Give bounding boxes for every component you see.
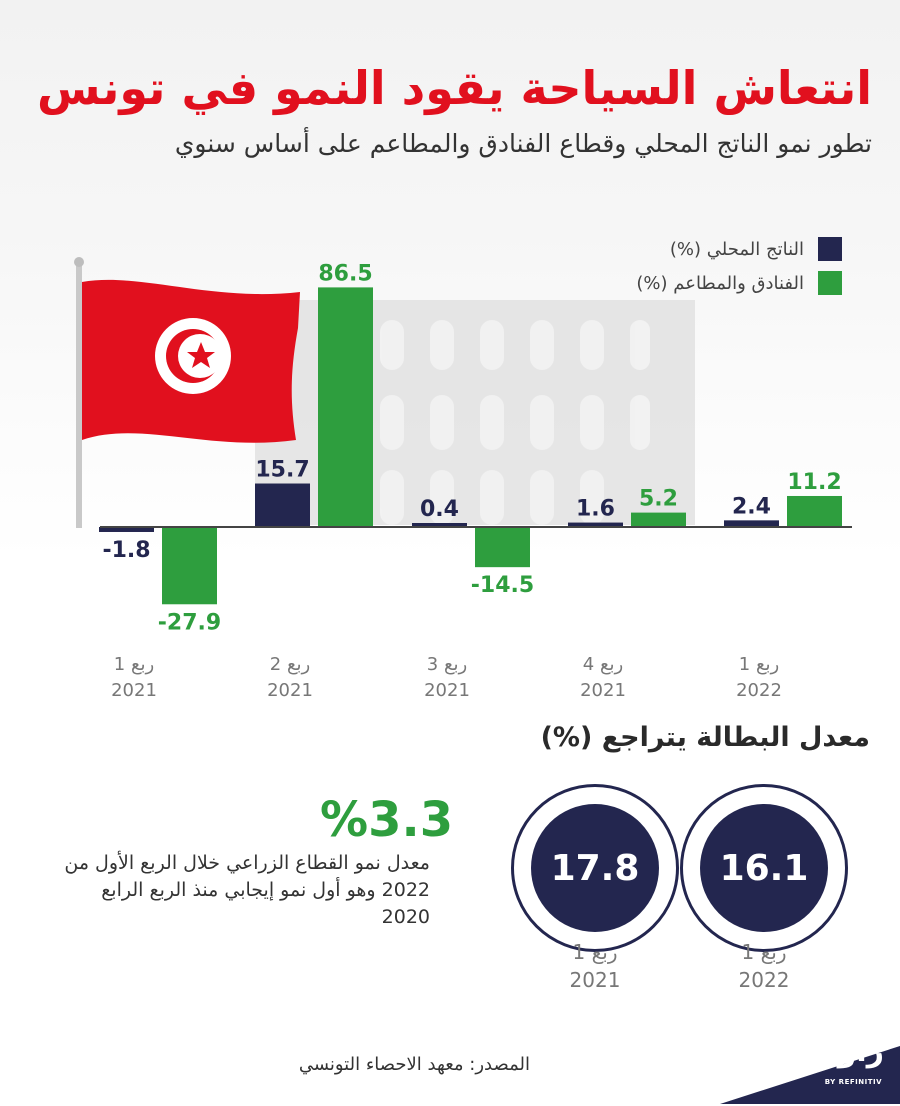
amphitheatre-arches (380, 320, 650, 525)
unemployment-label-2021-quarter: ربع 1 (572, 940, 618, 964)
x-tick-label-3-0: ربع 4 (583, 654, 623, 675)
chart-bars: -1.8 15.7 0.4 1.6 2.4 -27.9 86.5 -14.5 5.2 11.2 (99, 261, 842, 635)
bar-hotels-0 (162, 527, 217, 605)
unemployment-value-2021: 17.8 (531, 804, 659, 932)
unemployment-label-2021: ربع 1 2021 (511, 938, 679, 994)
bar-hotels-3 (631, 512, 686, 527)
unemployment-circle-2022: 16.1 (680, 784, 848, 952)
bar-hotels-4 (787, 495, 842, 527)
data-label-gdp-3: 1.6 (576, 497, 615, 522)
logo-text: زاوية (808, 1034, 884, 1069)
bar-gdp-4 (724, 520, 779, 527)
data-label-hotels-1: 86.5 (318, 261, 372, 286)
bar-hotels-2 (475, 527, 530, 568)
source-note: المصدر: معهد الاحصاء التونسي (298, 1054, 530, 1075)
data-label-gdp-0: -1.8 (102, 538, 150, 563)
x-axis-ticks: ربع 1 2021 ربع 2 2021 ربع 3 2021 ربع 4 2021 ربع … (111, 654, 782, 701)
flag-pole (76, 260, 82, 528)
bar-gdp-1 (255, 483, 310, 527)
x-tick-label-1-0: ربع 2 (270, 654, 310, 675)
unemployment-label-2022-quarter: ربع 1 (741, 940, 787, 964)
legend-item-gdp: الناتج المحلي (%) (542, 232, 842, 266)
flag-illustration (74, 257, 695, 528)
x-tick-label-3-1: 2021 (580, 680, 626, 701)
agriculture-growth-text: معدل نمو القطاع الزراعي خلال الربع الأول… (64, 852, 430, 928)
unemployment-label-2022-year: 2022 (738, 968, 790, 992)
bar-gdp-2 (412, 523, 467, 527)
bar-gdp-3 (568, 522, 623, 527)
data-label-hotels-4: 11.2 (787, 470, 841, 495)
chart-legend: الناتج المحلي (%) الفنادق والمطاعم (%) (542, 232, 842, 300)
x-tick-label-4-1: 2022 (736, 680, 782, 701)
unemployment-circle-2021: 17.8 (511, 784, 679, 952)
unemployment-title: معدل البطالة يتراجع (%) (540, 722, 870, 753)
legend-swatch-hotels (818, 271, 842, 295)
legend-swatch-gdp (818, 237, 842, 261)
data-label-gdp-1: 15.7 (255, 458, 309, 483)
data-label-gdp-4: 2.4 (732, 494, 771, 519)
x-tick-label-4-0: ربع 1 (739, 654, 779, 675)
page-subtitle: تطور نمو الناتج المحلي وقطاع الفنادق وال… (174, 129, 872, 158)
legend-label-hotels: الفنادق والمطاعم (%) (636, 272, 804, 294)
unemployment-value-2022: 16.1 (700, 804, 828, 932)
x-tick-label-2-0: ربع 3 (427, 654, 467, 675)
unemployment-label-2021-year: 2021 (569, 968, 621, 992)
x-tick-label-0-0: ربع 1 (114, 654, 154, 675)
bar-chart: -1.8 15.7 0.4 1.6 2.4 -27.9 86.5 -14.5 5.2 11.2 ر… (74, 257, 852, 701)
logo-wedge (720, 1046, 900, 1104)
flag-star-icon (187, 342, 215, 368)
data-label-hotels-3: 5.2 (639, 487, 678, 512)
x-tick-label-2-1: 2021 (424, 680, 470, 701)
bar-gdp-0 (99, 527, 154, 532)
zawya-logo: زاوية BY REFINITIV (712, 1030, 900, 1106)
x-tick-label-1-1: 2021 (267, 680, 313, 701)
logo-subtext: BY REFINITIV (824, 1078, 882, 1086)
page-title: انتعاش السياحة يقود النمو في تونس (37, 61, 872, 115)
legend-item-hotels: الفنادق والمطاعم (%) (542, 266, 842, 300)
flag-pole-top (74, 257, 84, 267)
data-label-hotels-0: -27.9 (158, 610, 221, 635)
bar-hotels-1 (318, 287, 373, 527)
unemployment-label-2022: ربع 1 2022 (680, 938, 848, 994)
data-label-gdp-2: 0.4 (420, 497, 459, 522)
data-label-hotels-2: -14.5 (471, 573, 534, 598)
agriculture-growth-value: %3.3 (320, 792, 454, 848)
legend-label-gdp: الناتج المحلي (%) (669, 238, 804, 260)
x-tick-label-0-1: 2021 (111, 680, 157, 701)
